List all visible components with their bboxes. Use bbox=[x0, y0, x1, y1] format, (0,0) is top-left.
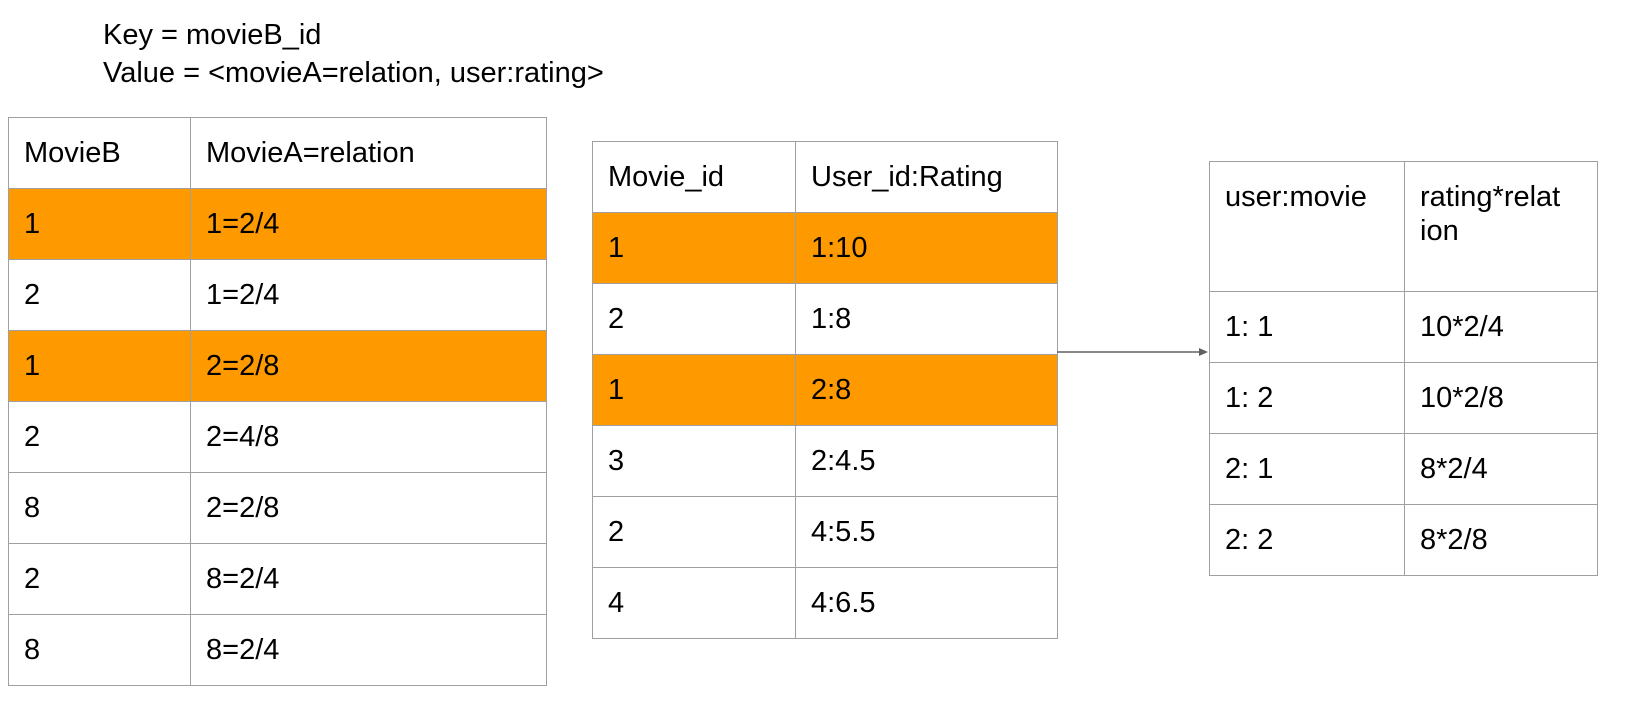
table-row: 4 4:6.5 bbox=[592, 567, 1058, 639]
arrow-head bbox=[1199, 348, 1208, 356]
table-row: 2: 2 8*2/8 bbox=[1209, 504, 1598, 576]
table-row-highlighted: 1 2:8 bbox=[592, 354, 1058, 426]
table-cell: 2 bbox=[592, 496, 796, 568]
table-cell: 8=2/4 bbox=[190, 543, 547, 615]
table-cell: 1:10 bbox=[795, 212, 1058, 284]
key-label: Key = movieB_id bbox=[103, 19, 322, 51]
header-cell: User_id:Rating bbox=[795, 141, 1058, 213]
table-cell: 4:6.5 bbox=[795, 567, 1058, 639]
header-cell: MovieA=relation bbox=[190, 117, 547, 189]
header-cell: MovieB bbox=[8, 117, 191, 189]
table-cell: 1:8 bbox=[795, 283, 1058, 355]
table-cell: 1: 1 bbox=[1209, 291, 1405, 363]
table-cell: 1=2/4 bbox=[190, 259, 547, 331]
table-cell: 3 bbox=[592, 425, 796, 497]
table-cell: 2 bbox=[8, 259, 191, 331]
movie-relation-table: MovieB MovieA=relation 1 1=2/4 2 1=2/4 1 2=2/8 2… bbox=[8, 117, 547, 686]
table-row: 2 1:8 bbox=[592, 283, 1058, 355]
table-cell: 10*2/4 bbox=[1404, 291, 1598, 363]
table-row: 2 8=2/4 bbox=[8, 543, 547, 615]
table-cell: 1=2/4 bbox=[190, 188, 547, 260]
user-rating-table: Movie_id User_id:Rating 1 1:10 2 1:8 1 2:8 3 2:4.… bbox=[592, 141, 1058, 639]
header-cell: rating*relat ion bbox=[1404, 161, 1598, 292]
table-row: 8 2=2/8 bbox=[8, 472, 547, 544]
table-cell: 1 bbox=[592, 354, 796, 426]
table-cell: 8 bbox=[8, 472, 191, 544]
table-cell: 1 bbox=[592, 212, 796, 284]
table-row: 1: 1 10*2/4 bbox=[1209, 291, 1598, 363]
table-row-highlighted: 1 2=2/8 bbox=[8, 330, 547, 402]
table-row: 2: 1 8*2/4 bbox=[1209, 433, 1598, 505]
table-row: 2 2=4/8 bbox=[8, 401, 547, 473]
table-row: 2 1=2/4 bbox=[8, 259, 547, 331]
table-cell: 2: 2 bbox=[1209, 504, 1405, 576]
table-cell: 1 bbox=[8, 330, 191, 402]
table-cell: 8=2/4 bbox=[190, 614, 547, 686]
table-row: 1: 2 10*2/8 bbox=[1209, 362, 1598, 434]
table-cell: 2=4/8 bbox=[190, 401, 547, 473]
table-cell: 4 bbox=[592, 567, 796, 639]
table-cell: 2:4.5 bbox=[795, 425, 1058, 497]
flow-arrow bbox=[1057, 348, 1208, 356]
table-cell: 8*2/8 bbox=[1404, 504, 1598, 576]
header-cell: Movie_id bbox=[592, 141, 796, 213]
table-cell: 1: 2 bbox=[1209, 362, 1405, 434]
table-cell: 4:5.5 bbox=[795, 496, 1058, 568]
value-label: Value = <movieA=relation, user:rating> bbox=[103, 57, 604, 89]
table-cell: 2 bbox=[8, 543, 191, 615]
table-header-row: user:movie rating*relat ion bbox=[1209, 161, 1598, 292]
table-cell: 2 bbox=[592, 283, 796, 355]
table-row: 3 2:4.5 bbox=[592, 425, 1058, 497]
table-cell: 2=2/8 bbox=[190, 330, 547, 402]
table-cell: 2:8 bbox=[795, 354, 1058, 426]
table-cell: 10*2/8 bbox=[1404, 362, 1598, 434]
table-cell: 2 bbox=[8, 401, 191, 473]
table-row-highlighted: 1 1:10 bbox=[592, 212, 1058, 284]
table-row: 8 8=2/4 bbox=[8, 614, 547, 686]
table-header-row: Movie_id User_id:Rating bbox=[592, 141, 1058, 213]
table-cell: 2: 1 bbox=[1209, 433, 1405, 505]
table-header-row: MovieB MovieA=relation bbox=[8, 117, 547, 189]
table-row: 2 4:5.5 bbox=[592, 496, 1058, 568]
table-cell: 1 bbox=[8, 188, 191, 260]
table-cell: 2=2/8 bbox=[190, 472, 547, 544]
header-cell: user:movie bbox=[1209, 161, 1405, 292]
table-cell: 8 bbox=[8, 614, 191, 686]
table-cell: 8*2/4 bbox=[1404, 433, 1598, 505]
table-row-highlighted: 1 1=2/4 bbox=[8, 188, 547, 260]
